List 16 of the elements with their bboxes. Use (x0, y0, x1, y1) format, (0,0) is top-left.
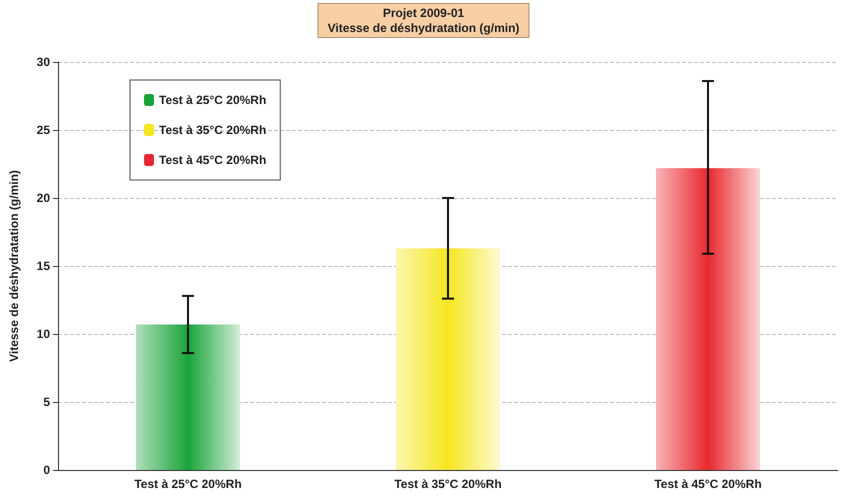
y-tick-label: 20 (36, 191, 50, 205)
x-tick-label: Test à 25°C 20%Rh (134, 477, 242, 491)
x-tick-label: Test à 35°C 20%Rh (394, 477, 502, 491)
y-tick-label: 0 (43, 463, 50, 477)
legend-label: Test à 35°C 20%Rh (159, 123, 266, 137)
y-tick-label: 30 (36, 55, 50, 69)
legend-label: Test à 45°C 20%Rh (159, 153, 266, 167)
y-axis-title: Vitesse de déshydratation (g/min) (7, 170, 21, 362)
chart-title: Projet 2009-01 (382, 6, 465, 20)
y-tick-label: 25 (36, 123, 50, 137)
chart-subtitle: Vitesse de déshydratation (g/min) (328, 21, 520, 35)
x-tick-label: Test à 45°C 20%Rh (654, 477, 762, 491)
y-tick-label: 15 (36, 259, 50, 273)
y-tick-label: 10 (36, 327, 50, 341)
y-tick-label: 5 (43, 395, 50, 409)
legend-label: Test à 25°C 20%Rh (159, 93, 266, 107)
